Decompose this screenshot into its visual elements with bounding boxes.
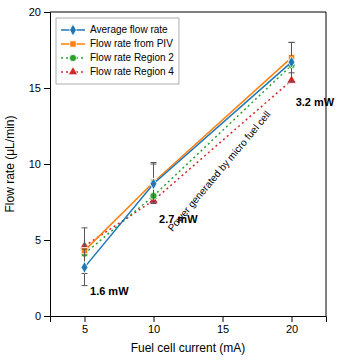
tick-mark bbox=[223, 316, 224, 322]
tick: 20 bbox=[286, 316, 298, 335]
legend-item: Flow rate Region 2 bbox=[61, 52, 174, 63]
legend-label: Flow rate from PIV bbox=[90, 38, 173, 49]
point bbox=[150, 178, 157, 190]
tick-mark bbox=[44, 12, 50, 13]
axis-line bbox=[44, 13, 51, 317]
tick-mark bbox=[44, 88, 50, 89]
tick-mark bbox=[154, 316, 155, 322]
legend-label: Flow rate Region 2 bbox=[90, 52, 174, 63]
tick-label: 20 bbox=[286, 323, 298, 335]
annotations: 1.6 mW2.7 mW3.2 mWPower generated by mic… bbox=[90, 96, 335, 296]
plot: 5 10 15 20 0 5 10 15 20 1.6 mW2.7 mW3.2 mWPower g… bbox=[29, 6, 335, 335]
series-line bbox=[85, 62, 292, 267]
diagonal-annotation: Power generated by micro fuel cell bbox=[166, 109, 273, 234]
tick: 0 bbox=[35, 310, 50, 322]
tick: 5 bbox=[82, 316, 88, 335]
tick: 10 bbox=[148, 316, 160, 335]
plot-frame bbox=[326, 12, 327, 316]
y-axis-title: Flow rate (μL/min) bbox=[3, 116, 17, 213]
tick-label: 15 bbox=[29, 82, 41, 94]
tick-mark bbox=[44, 164, 50, 165]
y-axis: 0 5 10 15 20 bbox=[29, 6, 51, 322]
tick-mark bbox=[44, 316, 50, 317]
tick: 10 bbox=[29, 158, 50, 170]
tick: 15 bbox=[217, 316, 229, 335]
tick-label: 5 bbox=[35, 234, 41, 246]
legend-item: Average flow rate bbox=[61, 24, 168, 36]
point bbox=[81, 261, 88, 273]
tick-mark bbox=[44, 240, 50, 241]
tick-label: 5 bbox=[82, 323, 88, 335]
legend-symbol bbox=[70, 41, 76, 47]
tick: 20 bbox=[29, 6, 50, 18]
axis-line bbox=[51, 317, 327, 323]
legend-label: Flow rate Region 4 bbox=[90, 66, 174, 77]
point bbox=[288, 56, 295, 68]
tick-label: 10 bbox=[148, 323, 160, 335]
tick-mark bbox=[85, 316, 86, 322]
legend-item: Flow rate from PIV bbox=[61, 38, 173, 49]
legend: Average flow rate Flow rate from PIV Flow … bbox=[56, 18, 179, 84]
plot-frame bbox=[50, 12, 326, 13]
error-bar bbox=[289, 42, 295, 82]
tick-label: 15 bbox=[217, 323, 229, 335]
tick-label: 0 bbox=[35, 310, 41, 322]
legend-symbol bbox=[68, 66, 78, 74]
tick-label: 20 bbox=[29, 6, 41, 18]
tick-mark bbox=[292, 316, 293, 322]
legend-label: Average flow rate bbox=[90, 24, 168, 35]
error-bar bbox=[151, 164, 157, 204]
power-label: 3.2 mW bbox=[296, 96, 335, 108]
series-line bbox=[85, 65, 292, 253]
x-axis-title: Fuel cell current (mA) bbox=[131, 341, 246, 355]
legend-symbol bbox=[69, 54, 76, 61]
series bbox=[81, 62, 295, 258]
chart: 5 10 15 20 0 5 10 15 20 1.6 mW2.7 mW3.2 mWPower g… bbox=[0, 0, 358, 360]
tick-label: 10 bbox=[29, 158, 41, 170]
x-axis: 5 10 15 20 bbox=[51, 316, 327, 335]
legend-box bbox=[56, 18, 179, 84]
tick: 15 bbox=[29, 82, 50, 94]
tick: 5 bbox=[35, 234, 50, 246]
legend-symbol bbox=[70, 24, 77, 36]
legend-item: Flow rate Region 4 bbox=[61, 66, 174, 77]
power-label: 1.6 mW bbox=[90, 285, 129, 297]
error-bar bbox=[82, 249, 88, 285]
series-line bbox=[85, 80, 292, 246]
